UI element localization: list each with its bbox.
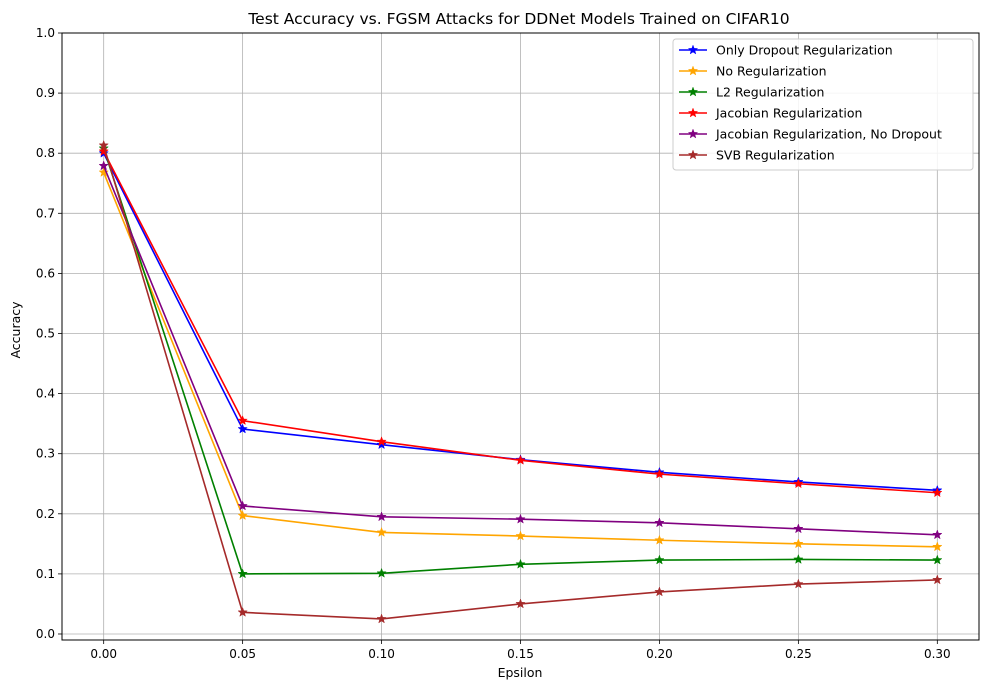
data-point-marker [376,567,387,578]
x-tick-label: 0.10 [368,647,395,661]
legend-label: SVB Regularization [716,148,835,163]
x-tick-label: 0.30 [924,647,951,661]
y-tick-label: 0.1 [36,567,55,581]
data-point-marker [237,500,248,511]
data-point-marker [654,554,665,565]
legend-item: Only Dropout Regularization [679,43,893,58]
y-tick-label: 0.4 [36,387,55,401]
legend: Only Dropout Regularization No Regulariza… [672,38,974,171]
y-tick-label: 0.0 [36,627,55,641]
series-group [98,139,943,624]
plot-frame [61,32,980,641]
data-point-marker [793,523,804,534]
data-point-marker [515,558,526,569]
legend-marker [687,86,699,97]
data-point-marker [237,510,248,521]
y-tick-label: 0.7 [36,206,55,220]
data-point-marker [654,586,665,597]
series-group [98,145,943,498]
legend-label: Jacobian Regularization [715,106,862,121]
axes: 0.00 0.05 0.10 0.15 0.20 0.25 0.30 0.0 0.1 0.2 0.3… [36,26,980,661]
x-tick-label: 0.25 [785,647,812,661]
legend-label: Jacobian Regularization, No Dropout [715,127,942,142]
y-tick-label: 0.5 [36,326,55,340]
data-point-marker [793,578,804,589]
legend-marker [687,65,699,76]
data-point-marker [932,574,943,585]
legend-marker [687,149,699,160]
data-point-marker [654,534,665,545]
data-point-marker [376,511,387,522]
x-axis-label: Epsilon [498,665,543,680]
y-tick-label: 0.9 [36,86,55,100]
data-point-marker [515,454,526,465]
y-tick-label: 0.2 [36,507,55,521]
series-group [98,166,943,552]
series-group [98,160,943,540]
legend-item: No Regularization [679,64,827,79]
legend-marker [687,128,699,139]
y-axis-label: Accuracy [8,301,23,359]
data-point-marker [376,439,387,450]
data-point-marker [237,423,248,434]
data-point-marker [793,553,804,564]
series-lines [98,139,943,624]
y-tick-label: 0.8 [36,146,55,160]
legend-label: L2 Regularization [716,85,824,100]
legend-item: SVB Regularization [679,148,835,163]
legend-label: No Regularization [716,64,827,79]
data-point-marker [793,538,804,549]
data-point-marker [376,613,387,624]
legend-item: Jacobian Regularization, No Dropout [679,127,942,142]
data-point-marker [654,517,665,528]
data-point-marker [98,160,109,171]
data-point-marker [515,530,526,541]
x-tick-label: 0.00 [90,647,117,661]
data-point-marker [376,526,387,537]
x-tick-label: 0.15 [507,647,534,661]
series-group [98,142,943,579]
data-point-marker [237,415,248,426]
y-tick-label: 0.6 [36,266,55,280]
data-point-marker [237,606,248,617]
chart-title: Test Accuracy vs. FGSM Attacks for DDNet… [247,10,789,28]
x-tick-label: 0.20 [646,647,673,661]
data-point-marker [932,487,943,498]
legend-box [672,38,974,171]
y-tick-label: 0.3 [36,447,55,461]
legend-item: L2 Regularization [679,85,824,100]
legend-marker [687,107,699,118]
x-tick-label: 0.05 [229,647,256,661]
data-point-marker [98,166,109,177]
data-point-marker [932,529,943,540]
legend-marker [687,44,699,55]
data-point-marker [237,568,248,579]
data-point-marker [376,436,387,447]
data-point-marker [515,513,526,524]
data-point-marker [932,541,943,552]
data-point-marker [98,139,109,150]
legend-label: Only Dropout Regularization [716,43,893,58]
data-point-marker [932,554,943,565]
legend-item: Jacobian Regularization [679,106,862,121]
data-point-marker [793,478,804,489]
data-point-marker [98,145,109,156]
data-point-marker [515,598,526,609]
y-tick-label: 1.0 [36,26,55,40]
data-point-marker [654,468,665,479]
